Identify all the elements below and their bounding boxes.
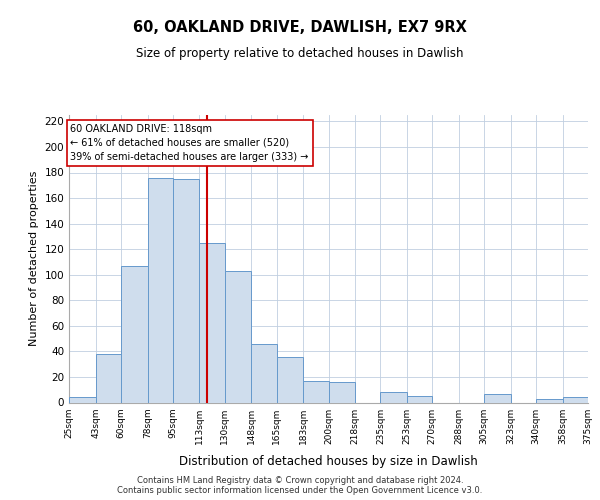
Bar	[484, 394, 511, 402]
Bar	[95, 354, 121, 403]
Bar	[536, 398, 563, 402]
Bar	[407, 396, 432, 402]
Bar	[251, 344, 277, 402]
Text: 60 OAKLAND DRIVE: 118sqm
← 61% of detached houses are smaller (520)
39% of semi-: 60 OAKLAND DRIVE: 118sqm ← 61% of detach…	[70, 124, 309, 162]
Bar	[380, 392, 407, 402]
Y-axis label: Number of detached properties: Number of detached properties	[29, 171, 39, 346]
Text: Size of property relative to detached houses in Dawlish: Size of property relative to detached ho…	[136, 48, 464, 60]
X-axis label: Distribution of detached houses by size in Dawlish: Distribution of detached houses by size …	[179, 455, 478, 468]
Bar	[329, 382, 355, 402]
Bar	[277, 356, 303, 403]
Bar	[563, 398, 588, 402]
Bar	[148, 178, 173, 402]
Bar	[173, 179, 199, 402]
Bar	[69, 398, 95, 402]
Bar	[303, 381, 329, 402]
Text: Contains HM Land Registry data © Crown copyright and database right 2024.
Contai: Contains HM Land Registry data © Crown c…	[118, 476, 482, 495]
Text: 60, OAKLAND DRIVE, DAWLISH, EX7 9RX: 60, OAKLAND DRIVE, DAWLISH, EX7 9RX	[133, 20, 467, 35]
Bar	[224, 271, 251, 402]
Bar	[121, 266, 148, 402]
Bar	[199, 243, 224, 402]
